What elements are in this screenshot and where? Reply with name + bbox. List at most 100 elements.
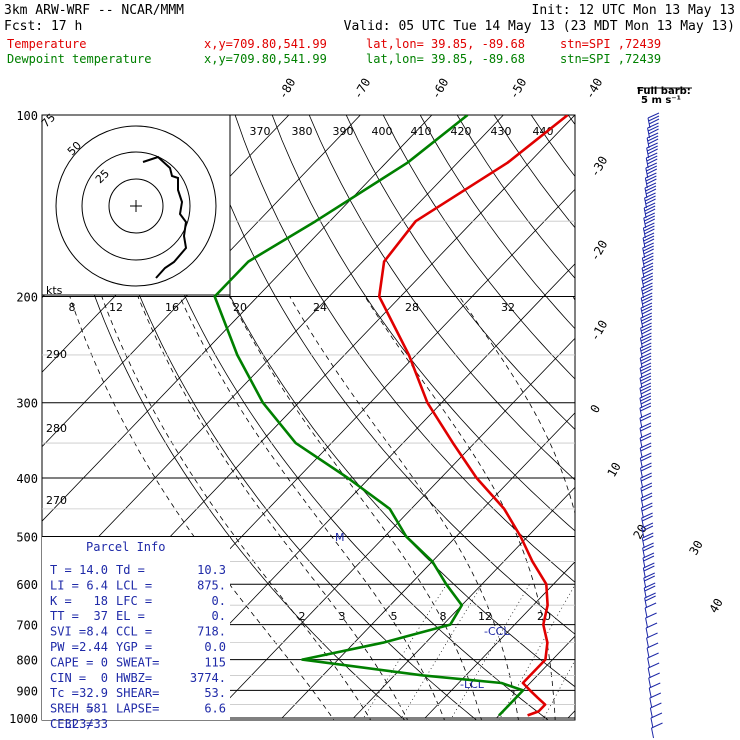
- wind-barb-flag: [642, 278, 653, 285]
- dry-adiabat: [530, 115, 575, 178]
- wind-barb-flag: [640, 325, 652, 332]
- wind-barb-flag: [643, 202, 656, 209]
- annotation-1: -CCL: [484, 625, 510, 638]
- wind-barb-flag: [642, 252, 654, 259]
- wind-barb-staff: [641, 287, 644, 299]
- wind-barb-flag: [647, 125, 659, 132]
- wind-barb-flag: [642, 265, 654, 272]
- wind-barb-flag: [647, 122, 659, 129]
- wind-barb-flag: [645, 622, 658, 629]
- isotherm-line: [281, 412, 575, 719]
- mixing-ratio-label-upper: 20: [233, 301, 247, 314]
- hodograph-ring-25: [108, 178, 164, 234]
- dry-adiabat: [123, 115, 549, 720]
- wind-barb-staff: [642, 227, 646, 239]
- isotherm-label: 10: [604, 460, 623, 480]
- theta-label: 380: [292, 125, 313, 138]
- wind-barb-flag: [645, 612, 657, 619]
- wind-barb-flag: [643, 562, 655, 569]
- series-dewpoint-line: [213, 115, 525, 717]
- wind-barb-flag: [643, 225, 655, 232]
- wind-barb-flag: [641, 495, 653, 502]
- dry-adiabat: [271, 115, 575, 532]
- parcel-param-value: 6.6: [204, 702, 226, 716]
- parcel-param-label: Td =: [116, 563, 145, 577]
- wind-barb-flag: [640, 465, 652, 472]
- wind-barb-staff: [639, 387, 643, 399]
- parcel-param-value: 53.: [204, 686, 226, 700]
- wind-barb-flag: [641, 272, 653, 279]
- wind-barb-flag: [646, 155, 658, 162]
- wind-barb-staff: [645, 627, 649, 639]
- wind-barb-staff: [641, 277, 645, 289]
- wind-barb-flag: [641, 502, 653, 509]
- mixing-ratio-label-lower: 8: [440, 610, 447, 623]
- wind-barb-staff: [647, 657, 651, 669]
- parcel-param-value: 115: [204, 655, 226, 669]
- wind-barb-flag: [641, 305, 653, 312]
- wind-barb-staff: [641, 257, 645, 269]
- wind-barb-flag: [640, 452, 652, 459]
- hodograph-ring-50: [81, 151, 191, 261]
- parcel-param-label: CAPE =: [50, 655, 93, 669]
- wind-barb-flag: [650, 712, 663, 719]
- wind-barb-flag: [642, 525, 654, 532]
- wind-barb-staff: [639, 357, 643, 369]
- wind-barb-flag: [641, 292, 653, 299]
- wind-barb-flag: [639, 422, 652, 429]
- theta-label: 410: [411, 125, 432, 138]
- isotherm-label: -80: [275, 76, 298, 102]
- parcel-param-value: 0: [101, 671, 108, 685]
- dry-adiabat: [679, 115, 740, 731]
- wind-barb-staff: [647, 667, 651, 679]
- mixing-ratio-line: [498, 584, 575, 720]
- wind-barb-flag: [644, 602, 657, 609]
- wind-barb-staff: [639, 467, 643, 479]
- wind-barb-flag: [640, 322, 652, 329]
- wind-barb-staff: [644, 177, 648, 189]
- isotherm-line: [711, 115, 740, 718]
- wind-barb-flag: [642, 552, 655, 559]
- wind-barb-staff: [639, 407, 643, 419]
- parcel-param-value: 37: [94, 609, 108, 623]
- wind-barb-flag: [643, 238, 655, 245]
- parcel-info-bg: [42, 537, 230, 720]
- pressure-label: 100: [16, 109, 38, 123]
- wind-barb-flag: [647, 135, 659, 142]
- mixing-ratio-label-lower: 5: [391, 610, 398, 623]
- wind-barb-staff: [645, 167, 649, 179]
- wind-barb-flag: [645, 198, 656, 205]
- isotherm-label: -10: [587, 318, 610, 344]
- legend-entry-0: Temperature: [7, 37, 86, 51]
- wind-barb-flag: [642, 242, 654, 249]
- wind-barb-flag: [640, 342, 652, 349]
- wind-barb-flag: [641, 285, 653, 292]
- wind-barb-flag: [640, 398, 652, 405]
- wind-barb-flag: [641, 348, 652, 355]
- model-title: 3km ARW-WRF -- NCAR/MMM: [4, 3, 184, 18]
- parcel-param-label: TT =: [50, 609, 79, 623]
- legend-station-1: stn=SPI ,72439: [560, 52, 661, 66]
- pressure-label: 1000: [9, 712, 38, 726]
- wind-barb-flag: [642, 532, 654, 539]
- moist-adiabat: [229, 296, 482, 720]
- wind-barb-flag: [640, 358, 652, 365]
- wind-barb-flag: [642, 298, 653, 305]
- wind-barb-flag: [640, 365, 652, 372]
- isotherm-line: [42, 115, 433, 522]
- wind-barb-flag: [640, 445, 652, 452]
- wind-barb-flag: [643, 555, 655, 562]
- parcel-param-value: 32.9: [79, 686, 108, 700]
- wind-barb-staff: [639, 447, 643, 459]
- wind-barb-staff: [643, 577, 647, 589]
- wind-barb-flag: [639, 362, 652, 369]
- wind-barb-flag: [644, 218, 656, 225]
- wind-barb-flag: [648, 672, 660, 679]
- wind-barb-flag: [640, 355, 652, 362]
- parcel-param-value: 0: [101, 655, 108, 669]
- wind-barb-staff: [647, 117, 651, 129]
- dry-adiabat: [493, 115, 575, 229]
- mixing-ratio-label-lower: 12: [478, 610, 492, 623]
- wind-barb-flag: [644, 228, 655, 235]
- wind-barb-flag: [640, 425, 652, 432]
